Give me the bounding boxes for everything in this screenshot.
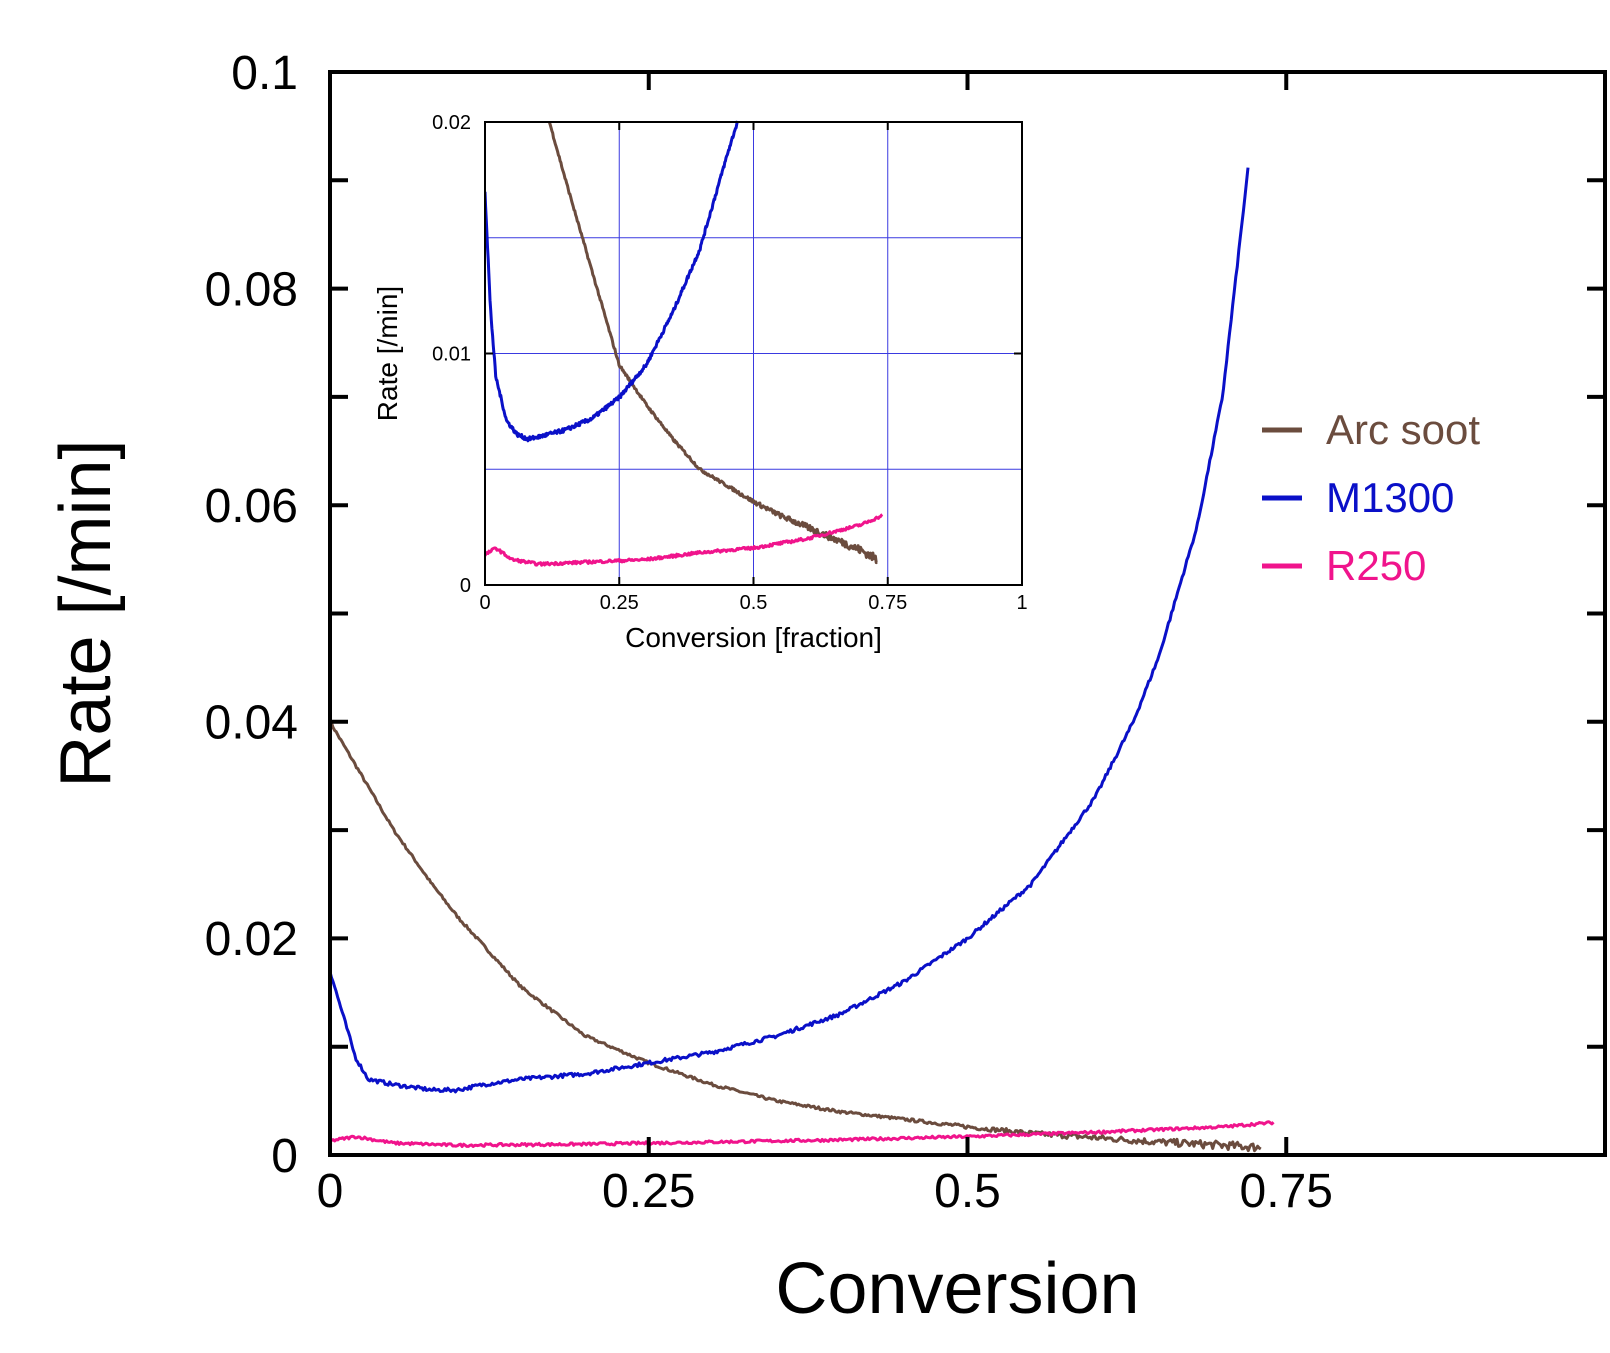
main-ytick-label-5: 0.1 bbox=[231, 47, 298, 100]
legend: Arc soot M1300 R250 bbox=[1262, 406, 1480, 589]
inset-series-arc-soot-line bbox=[547, 121, 878, 565]
main-ytick-label-1: 0.02 bbox=[205, 913, 298, 966]
main-y-axis-title: Rate [/min] bbox=[46, 439, 126, 787]
inset-plot: 0 0.25 0.5 0.75 1 0 0.01 0.02 Conversion [fracti… bbox=[372, 112, 1028, 653]
inset-ytick-label-0: 0 bbox=[460, 575, 471, 597]
inset-xtick-label-0: 0 bbox=[479, 592, 490, 614]
main-ytick-label-4: 0.08 bbox=[205, 263, 298, 316]
inset-x-axis-title: Conversion [fraction] bbox=[625, 622, 882, 653]
inset-xtick-label-3: 0.75 bbox=[868, 592, 907, 614]
main-ytick-label-3: 0.06 bbox=[205, 480, 298, 533]
inset-ytick-label-1: 0.01 bbox=[432, 344, 471, 366]
main-xtick-label-3: 0.75 bbox=[1240, 1165, 1333, 1218]
main-series-arc-soot-line bbox=[330, 721, 1262, 1153]
main-series-m1300-line bbox=[330, 167, 1250, 1094]
main-ytick-label-2: 0.04 bbox=[205, 697, 298, 750]
main-ytick-label-0: 0 bbox=[271, 1130, 298, 1183]
legend-label-r250: R250 bbox=[1326, 542, 1426, 589]
inset-xtick-label-2: 0.5 bbox=[740, 592, 768, 614]
main-x-axis-title: Conversion bbox=[775, 1249, 1139, 1329]
inset-ytick-label-2: 0.02 bbox=[432, 112, 471, 134]
inset-xtick-label-1: 0.25 bbox=[600, 592, 639, 614]
main-series-r250-line bbox=[330, 1120, 1275, 1148]
main-plot: 0 0.25 0.5 0.75 0 0.02 0.04 0.06 0.08 0.1 Conversi… bbox=[46, 47, 1607, 1329]
main-xtick-label-1: 0.25 bbox=[602, 1165, 695, 1218]
inset-series-m1300-line bbox=[485, 120, 739, 443]
inset-xtick-label-4: 1 bbox=[1016, 592, 1027, 614]
legend-label-m1300: M1300 bbox=[1326, 474, 1454, 521]
main-xtick-label-2: 0.5 bbox=[934, 1165, 1001, 1218]
inset-y-axis-title: Rate [/min] bbox=[372, 286, 403, 421]
inset-series-r250-line bbox=[485, 513, 884, 567]
legend-label-arc-soot: Arc soot bbox=[1326, 406, 1480, 453]
main-xtick-label-0: 0 bbox=[317, 1165, 344, 1218]
